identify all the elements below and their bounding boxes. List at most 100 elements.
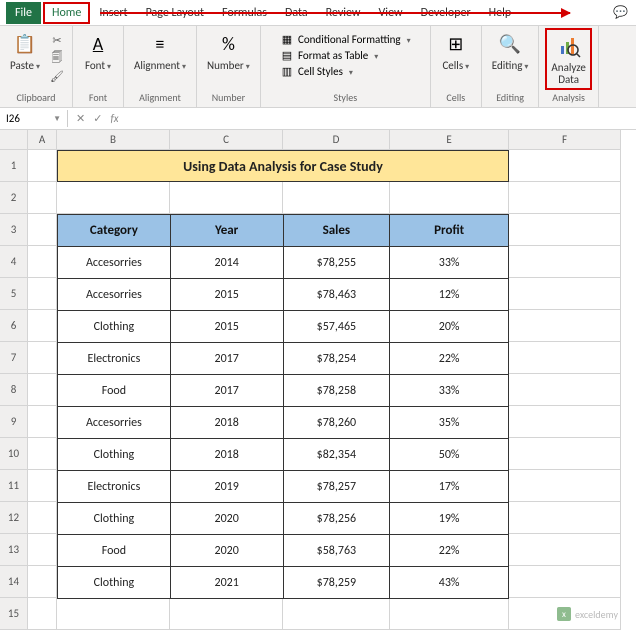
- table-cell[interactable]: Clothing: [58, 503, 171, 535]
- col-header[interactable]: D: [283, 130, 390, 150]
- row-header[interactable]: 7: [0, 342, 28, 374]
- cell[interactable]: [390, 598, 509, 630]
- formula-input[interactable]: [127, 111, 636, 127]
- row-header[interactable]: 1: [0, 150, 28, 182]
- row-header[interactable]: 14: [0, 566, 28, 598]
- cancel-icon[interactable]: ✕: [76, 112, 85, 125]
- table-cell[interactable]: Accesorries: [58, 247, 171, 279]
- cell[interactable]: [28, 534, 57, 566]
- table-cell[interactable]: Accesorries: [58, 407, 171, 439]
- cell[interactable]: [509, 438, 621, 470]
- cells-button[interactable]: ⊞ Cells: [437, 28, 475, 74]
- cell[interactable]: [28, 214, 57, 246]
- col-header[interactable]: B: [57, 130, 170, 150]
- table-cell[interactable]: $78,256: [283, 503, 390, 535]
- table-cell[interactable]: 22%: [390, 343, 509, 375]
- table-cell[interactable]: 20%: [390, 311, 509, 343]
- enter-icon[interactable]: ✓: [93, 112, 102, 125]
- table-cell[interactable]: Accesorries: [58, 279, 171, 311]
- fx-icon[interactable]: fx: [110, 112, 118, 125]
- table-cell[interactable]: 22%: [390, 535, 509, 567]
- row-header[interactable]: 13: [0, 534, 28, 566]
- cell[interactable]: [28, 278, 57, 310]
- cell[interactable]: [509, 150, 621, 182]
- row-header[interactable]: 5: [0, 278, 28, 310]
- cell[interactable]: [28, 598, 57, 630]
- paste-button[interactable]: 📋 Paste: [6, 28, 44, 74]
- cell[interactable]: [509, 246, 621, 278]
- table-cell[interactable]: 2015: [170, 279, 283, 311]
- row-header[interactable]: 11: [0, 470, 28, 502]
- table-cell[interactable]: 2020: [170, 503, 283, 535]
- table-cell[interactable]: $78,259: [283, 567, 390, 599]
- table-cell[interactable]: 17%: [390, 471, 509, 503]
- cell[interactable]: [509, 534, 621, 566]
- editing-button[interactable]: 🔍 Editing: [488, 28, 533, 74]
- table-cell[interactable]: 43%: [390, 567, 509, 599]
- cell[interactable]: [28, 342, 57, 374]
- table-cell[interactable]: Clothing: [58, 439, 171, 471]
- table-cell[interactable]: $57,465: [283, 311, 390, 343]
- row-header[interactable]: 3: [0, 214, 28, 246]
- cell[interactable]: [28, 438, 57, 470]
- table-cell[interactable]: 33%: [390, 247, 509, 279]
- table-cell[interactable]: 2018: [170, 439, 283, 471]
- table-cell[interactable]: $58,763: [283, 535, 390, 567]
- row-header[interactable]: 2: [0, 182, 28, 214]
- table-cell[interactable]: $78,257: [283, 471, 390, 503]
- cell[interactable]: [28, 406, 57, 438]
- row-header[interactable]: 8: [0, 374, 28, 406]
- col-header[interactable]: A: [28, 130, 57, 150]
- row-header[interactable]: 15: [0, 598, 28, 630]
- col-header[interactable]: F: [509, 130, 621, 150]
- row-header[interactable]: 4: [0, 246, 28, 278]
- table-cell[interactable]: 2015: [170, 311, 283, 343]
- cell[interactable]: [509, 214, 621, 246]
- table-cell[interactable]: Electronics: [58, 343, 171, 375]
- table-cell[interactable]: 2021: [170, 567, 283, 599]
- cell[interactable]: [28, 246, 57, 278]
- format-as-table-button[interactable]: ▤ Format as Table: [276, 48, 415, 62]
- table-cell[interactable]: Clothing: [58, 311, 171, 343]
- cell[interactable]: [283, 598, 390, 630]
- cell[interactable]: [28, 502, 57, 534]
- cell[interactable]: [28, 310, 57, 342]
- table-cell[interactable]: Clothing: [58, 567, 171, 599]
- cell[interactable]: [509, 182, 621, 214]
- cell[interactable]: [28, 566, 57, 598]
- name-box[interactable]: I26 ▼: [0, 110, 68, 127]
- alignment-button[interactable]: ≡ Alignment: [130, 28, 190, 74]
- table-cell[interactable]: 2014: [170, 247, 283, 279]
- cell[interactable]: [509, 374, 621, 406]
- col-header[interactable]: C: [170, 130, 283, 150]
- row-header[interactable]: 10: [0, 438, 28, 470]
- cell[interactable]: [509, 470, 621, 502]
- row-header[interactable]: 12: [0, 502, 28, 534]
- cell[interactable]: [509, 406, 621, 438]
- table-cell[interactable]: $78,463: [283, 279, 390, 311]
- table-cell[interactable]: 2018: [170, 407, 283, 439]
- copy-button[interactable]: 🗐: [48, 50, 66, 66]
- menu-file[interactable]: File: [6, 2, 41, 24]
- analyze-data-button[interactable]: AnalyzeData: [545, 28, 591, 90]
- col-header[interactable]: E: [390, 130, 509, 150]
- table-cell[interactable]: $78,255: [283, 247, 390, 279]
- table-cell[interactable]: $78,258: [283, 375, 390, 407]
- cell[interactable]: [509, 502, 621, 534]
- number-button[interactable]: % Number: [203, 28, 254, 74]
- table-cell[interactable]: 2020: [170, 535, 283, 567]
- menu-home[interactable]: Home: [43, 2, 90, 24]
- cell[interactable]: [509, 278, 621, 310]
- cell[interactable]: [170, 598, 283, 630]
- table-cell[interactable]: Electronics: [58, 471, 171, 503]
- table-cell[interactable]: Food: [58, 535, 171, 567]
- table-cell[interactable]: 33%: [390, 375, 509, 407]
- table-cell[interactable]: 2017: [170, 375, 283, 407]
- cell[interactable]: [28, 182, 57, 214]
- table-cell[interactable]: 19%: [390, 503, 509, 535]
- format-painter-button[interactable]: 🖌: [48, 68, 66, 84]
- cell[interactable]: [28, 150, 57, 182]
- table-cell[interactable]: 12%: [390, 279, 509, 311]
- conditional-formatting-button[interactable]: ▦ Conditional Formatting: [276, 32, 415, 46]
- table-cell[interactable]: 2017: [170, 343, 283, 375]
